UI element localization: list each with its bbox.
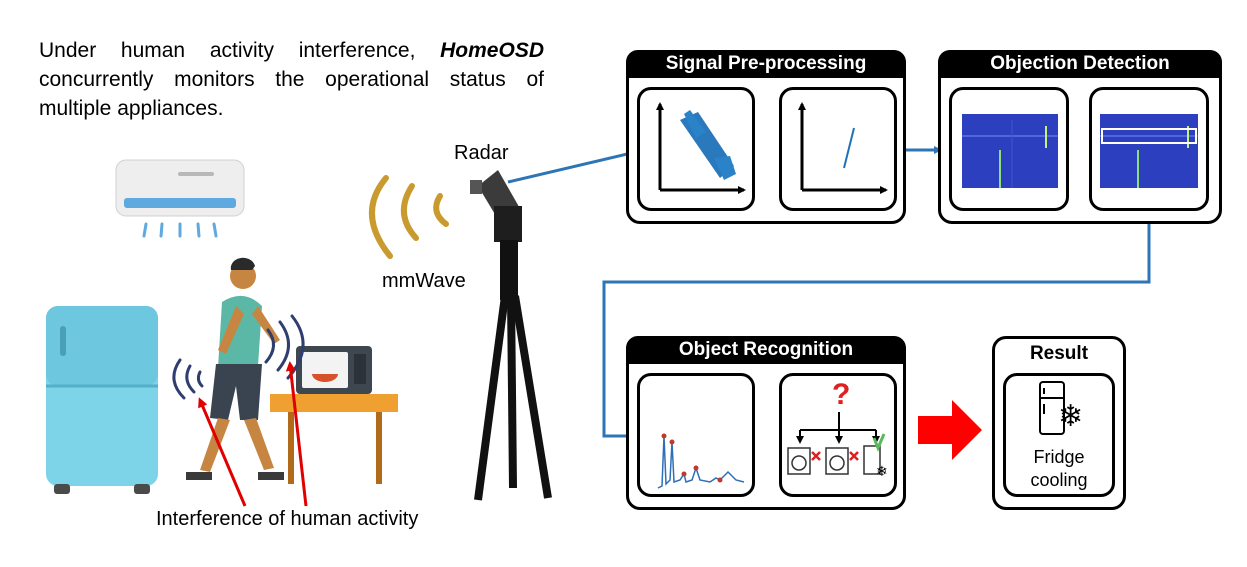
detection-panel: Objection Detection xyxy=(938,50,1222,224)
air-conditioner-icon xyxy=(115,159,245,238)
person-walking-icon xyxy=(186,257,284,480)
recognition-title: Object Recognition xyxy=(626,336,906,364)
snowflake-icon: ❄ xyxy=(876,464,888,480)
activity-wave-icon xyxy=(172,314,305,400)
mmwave-icon xyxy=(369,175,449,259)
question-mark-icon: ? xyxy=(832,378,850,411)
spectrum-thumbnail xyxy=(949,87,1069,211)
spectrum-detected-thumbnail xyxy=(1089,87,1209,211)
intro-before: Under human activity interference, xyxy=(39,39,441,62)
radar-tripod-icon xyxy=(470,170,552,501)
result-card: ❄ Fridge cooling xyxy=(1003,373,1115,497)
intro-text: Under human activity interference, HomeO… xyxy=(39,36,544,123)
radar-label: Radar xyxy=(454,142,509,164)
preprocessing-title: Signal Pre-processing xyxy=(626,50,906,78)
mmwave-label: mmWave xyxy=(382,270,466,292)
peak-spectrum-thumbnail xyxy=(637,373,755,497)
microwave-icon xyxy=(270,346,398,484)
result-arrow-icon xyxy=(918,400,982,460)
fridge-icon xyxy=(46,306,158,494)
brand-name: HomeOSD xyxy=(440,39,544,62)
interference-label: Interference of human activity xyxy=(156,508,419,530)
intro-after: concurrently monitors the operational st… xyxy=(39,68,544,120)
result-line1: Fridge xyxy=(1033,447,1085,467)
result-line2: cooling xyxy=(1030,470,1088,490)
result-title: Result xyxy=(1029,343,1089,364)
recognition-panel: Object Recognition ? xyxy=(626,336,906,510)
result-panel: Result ❄ Fridge cooling xyxy=(992,336,1126,510)
scatter-plot-thumbnail xyxy=(637,87,755,211)
washing-machine-icon xyxy=(787,447,849,475)
line-plot-thumbnail xyxy=(779,87,897,211)
snowflake-icon: ❄ xyxy=(1058,399,1083,434)
detection-title: Objection Detection xyxy=(938,50,1222,78)
fridge-cooling-icon: ❄ xyxy=(1039,381,1083,435)
preprocessing-panel: Signal Pre-processing xyxy=(626,50,906,224)
classification-thumbnail: ? ❄ xyxy=(779,373,897,497)
